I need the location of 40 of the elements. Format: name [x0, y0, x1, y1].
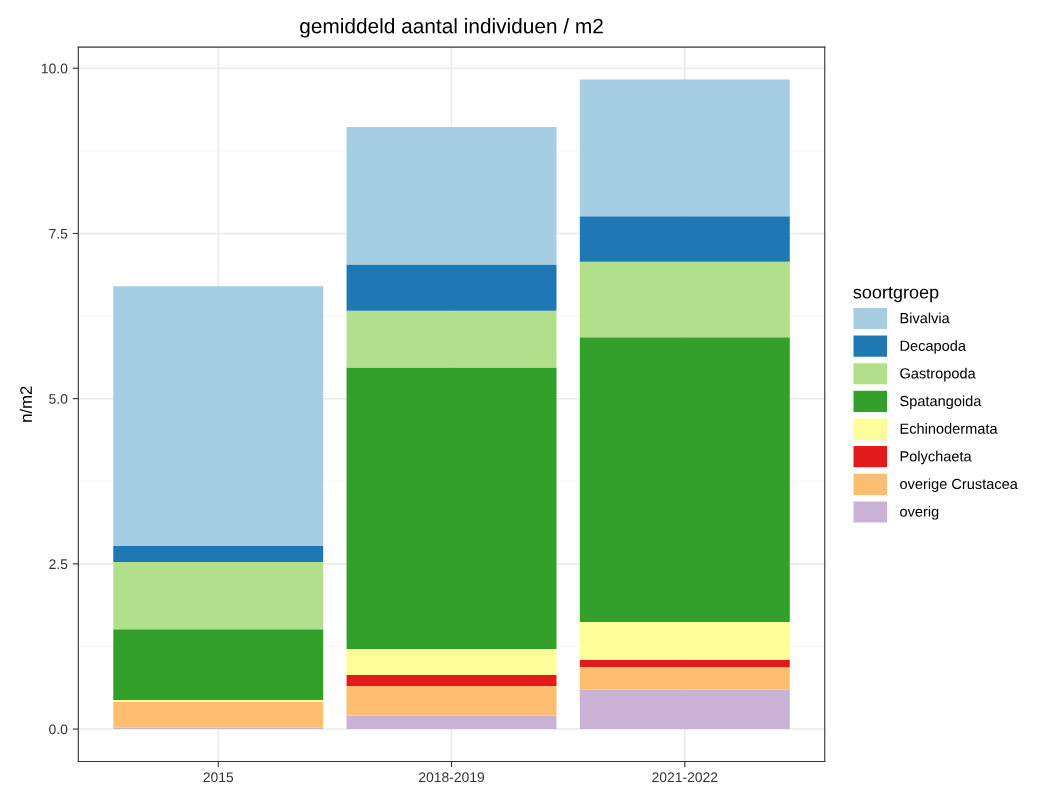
bar	[579, 666, 790, 690]
chart-title: gemiddeld aantal individuen / m2	[300, 18, 603, 38]
bar	[579, 79, 790, 217]
legend-label: Spatangoida	[900, 395, 982, 410]
bar	[579, 337, 790, 623]
legend-label: Bivalvia	[900, 312, 950, 324]
y-tick-label: 10.0	[41, 63, 68, 74]
bar	[346, 715, 557, 730]
y-axis-title: n/m2	[19, 386, 32, 422]
bar	[346, 310, 557, 368]
x-tick-label: 2015	[203, 772, 234, 783]
legend-title: soortgroep	[853, 286, 939, 303]
bar	[346, 674, 557, 687]
bar	[346, 367, 557, 650]
bar	[113, 561, 324, 630]
bar	[579, 261, 790, 338]
bar	[579, 622, 790, 660]
x-tick-label: 2018-2019	[419, 772, 485, 783]
bar	[579, 689, 790, 730]
legend-label: Echinodermata	[900, 423, 998, 434]
legend-label: Decapoda	[900, 340, 966, 354]
bar	[346, 127, 557, 265]
y-tick-label: 0.0	[49, 724, 68, 735]
bar	[579, 216, 790, 262]
bar	[113, 701, 324, 728]
bar	[113, 546, 324, 562]
x-tick-label: 2021-2022	[652, 772, 718, 783]
legend-label: overig	[900, 506, 939, 520]
bar	[346, 264, 557, 311]
legend-label: Gastropoda	[900, 367, 976, 382]
bar	[346, 686, 557, 716]
bar	[346, 649, 557, 675]
legend-label: overige Crustacea	[900, 478, 1018, 492]
y-tick-label: 5.0	[49, 393, 68, 404]
bar	[113, 629, 324, 700]
y-tick-label: 2.5	[49, 559, 68, 570]
legend-label: Polychaeta	[900, 450, 972, 465]
bar	[113, 286, 324, 547]
y-tick-label: 7.5	[49, 228, 68, 239]
bar	[579, 659, 790, 667]
